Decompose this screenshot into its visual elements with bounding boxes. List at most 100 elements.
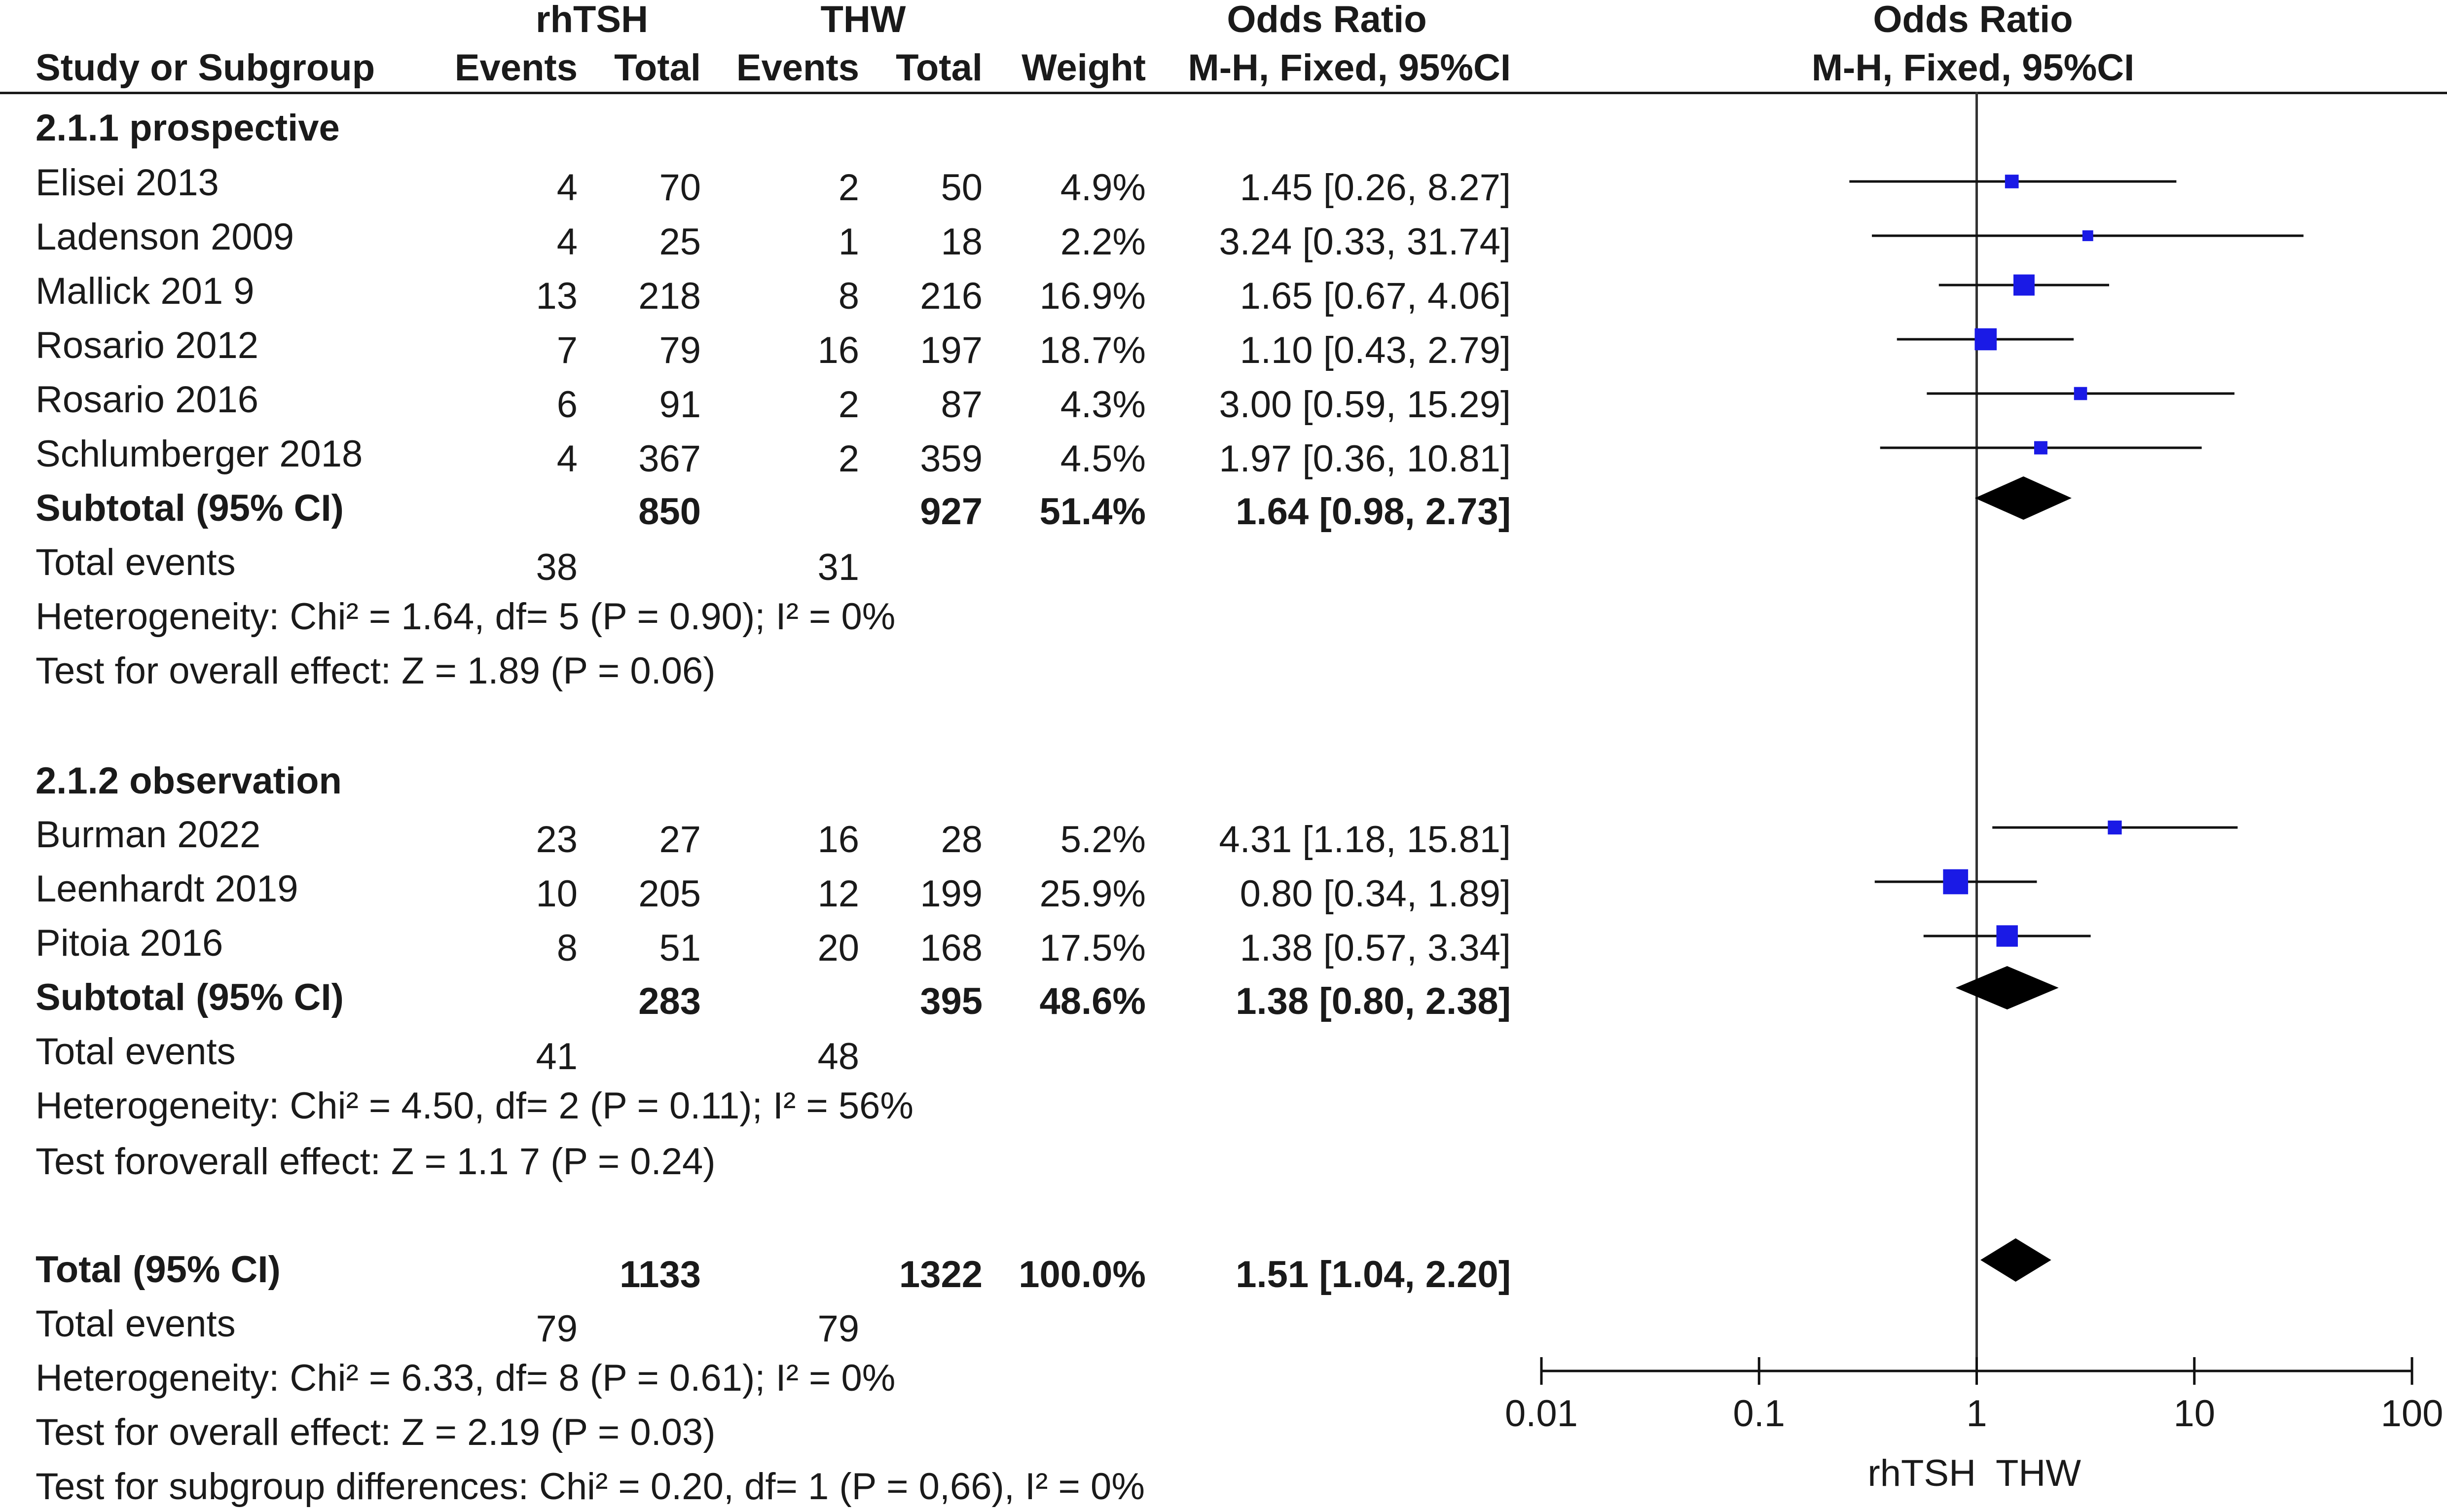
study-total-group1: 218	[638, 275, 701, 317]
study-name: Pitoia 2016	[36, 922, 223, 964]
total-events-group1: 41	[536, 1036, 578, 1078]
study-odds-ratio: 0.80 [0.34, 1.89]	[1240, 873, 1511, 915]
study-total-group2: 216	[920, 275, 983, 317]
subtotal-label: Subtotal (95% CI)	[36, 487, 344, 529]
study-events-group2: 8	[838, 275, 859, 317]
study-odds-ratio: 1.65 [0.67, 4.06]	[1240, 275, 1511, 317]
plot-title: Odds Ratio	[1873, 0, 2073, 40]
study-point	[2034, 441, 2047, 455]
study-total-group1: 91	[659, 384, 701, 426]
study-events-group2: 1	[838, 221, 859, 263]
study-name: Leenhardt 2019	[36, 868, 298, 910]
study-events-group2: 16	[817, 819, 859, 861]
study-weight: 4.9%	[1060, 167, 1146, 209]
column-header-weight: Weight	[1022, 47, 1146, 89]
study-total-group2: 168	[920, 927, 983, 969]
study-weight: 17.5%	[1039, 927, 1146, 969]
total-events-label: Total events	[36, 1031, 236, 1073]
total-events-group1: 38	[536, 546, 578, 588]
subtotal-weight: 48.6%	[1039, 980, 1146, 1022]
x-axis-tick-label: 0.1	[1733, 1393, 1785, 1435]
pooled-diamond	[1955, 966, 2059, 1009]
study-total-group1: 25	[659, 221, 701, 263]
axis-label-favours-group2: THW	[1996, 1452, 2082, 1494]
total-events-group2: 48	[817, 1036, 859, 1078]
study-weight: 4.5%	[1060, 438, 1146, 480]
odds-ratio-column-title: Odds Ratio	[1227, 0, 1427, 40]
study-point	[1974, 328, 1997, 351]
study-weight: 5.2%	[1060, 819, 1146, 861]
pooled-diamond	[1974, 476, 2072, 520]
study-events-group2: 16	[817, 329, 859, 371]
study-events-group2: 2	[838, 167, 859, 209]
study-point	[1943, 869, 1969, 895]
column-header-total-group2: Total	[896, 47, 983, 89]
overall-total-group2: 1322	[899, 1254, 983, 1296]
study-weight: 18.7%	[1039, 329, 1146, 371]
study-weight: 4.3%	[1060, 384, 1146, 426]
overall-effect-text: Test foroverall effect: Z = 1.1 7 (P = 0…	[36, 1141, 716, 1183]
study-events-group2: 12	[817, 873, 859, 915]
study-weight: 2.2%	[1060, 221, 1146, 263]
study-name: Burman 2022	[36, 814, 261, 856]
subtotal-total-group2: 927	[920, 491, 983, 533]
subgroup-title: 2.1.2 observation	[36, 760, 342, 802]
total-events-label: Total events	[36, 541, 236, 583]
column-header-method: M-H, Fixed, 95%CI	[1188, 47, 1511, 89]
study-total-group2: 197	[920, 329, 983, 371]
total-events-group2: 31	[817, 546, 859, 588]
study-weight: 25.9%	[1039, 873, 1146, 915]
study-odds-ratio: 1.45 [0.26, 8.27]	[1240, 167, 1511, 209]
x-axis-tick-label: 0.01	[1505, 1393, 1578, 1435]
study-total-group1: 51	[659, 927, 701, 969]
study-odds-ratio: 1.38 [0.57, 3.34]	[1240, 927, 1511, 969]
study-weight: 16.9%	[1039, 275, 1146, 317]
study-total-group2: 28	[941, 819, 983, 861]
heterogeneity-text: Heterogeneity: Chi² = 4.50, df= 2 (P = 0…	[36, 1085, 913, 1127]
x-axis-tick-label: 100	[2381, 1393, 2444, 1435]
study-events-group2: 2	[838, 438, 859, 480]
study-total-group1: 367	[638, 438, 701, 480]
column-header-study: Study or Subgroup	[36, 47, 375, 89]
x-axis-tick-label: 1	[1966, 1393, 1987, 1435]
x-axis-tick-label: 10	[2173, 1393, 2215, 1435]
study-name: Ladenson 2009	[36, 216, 294, 258]
study-odds-ratio: 3.00 [0.59, 15.29]	[1219, 384, 1511, 426]
subgroup-differences-text: Test for subgroup differences: Chi² = 0.…	[36, 1466, 1145, 1508]
overall-total-group1: 1133	[620, 1254, 701, 1296]
study-events-group1: 6	[556, 384, 578, 426]
header-rule	[0, 92, 2447, 94]
subtotal-total-group1: 850	[638, 491, 701, 533]
plot-method-header: M-H, Fixed, 95%CI	[1811, 47, 2135, 89]
overall-weight: 100.0%	[1019, 1254, 1146, 1296]
study-odds-ratio: 4.31 [1.18, 15.81]	[1219, 819, 1511, 861]
study-events-group1: 23	[536, 819, 578, 861]
study-total-group2: 359	[920, 438, 983, 480]
study-total-group2: 199	[920, 873, 983, 915]
total-events-group1: 79	[536, 1308, 578, 1350]
study-point	[2082, 230, 2093, 241]
subtotal-total-group1: 283	[638, 980, 701, 1022]
study-point	[2005, 175, 2019, 188]
study-name: Schlumberger 2018	[36, 433, 363, 475]
overall-effect-text: Test for overall effect: Z = 2.19 (P = 0…	[36, 1411, 716, 1453]
study-name: Elisei 2013	[36, 162, 219, 204]
study-events-group2: 20	[817, 927, 859, 969]
study-total-group2: 18	[941, 221, 983, 263]
study-events-group1: 10	[536, 873, 578, 915]
subtotal-odds-ratio: 1.38 [0.80, 2.38]	[1236, 980, 1511, 1022]
study-events-group1: 8	[556, 927, 578, 969]
study-total-group1: 205	[638, 873, 701, 915]
study-odds-ratio: 1.10 [0.43, 2.79]	[1240, 329, 1511, 371]
group2-header: THW	[820, 0, 906, 40]
overall-total-label: Total (95% CI)	[36, 1249, 281, 1291]
study-name: Mallick 201 9	[36, 270, 255, 312]
study-events-group1: 4	[556, 221, 578, 263]
axis-label-favours-group1: rhTSH	[1867, 1452, 1976, 1494]
subtotal-label: Subtotal (95% CI)	[36, 976, 344, 1018]
study-name: Rosario 2012	[36, 324, 259, 366]
study-point	[1996, 925, 2018, 947]
study-odds-ratio: 1.97 [0.36, 10.81]	[1219, 438, 1511, 480]
